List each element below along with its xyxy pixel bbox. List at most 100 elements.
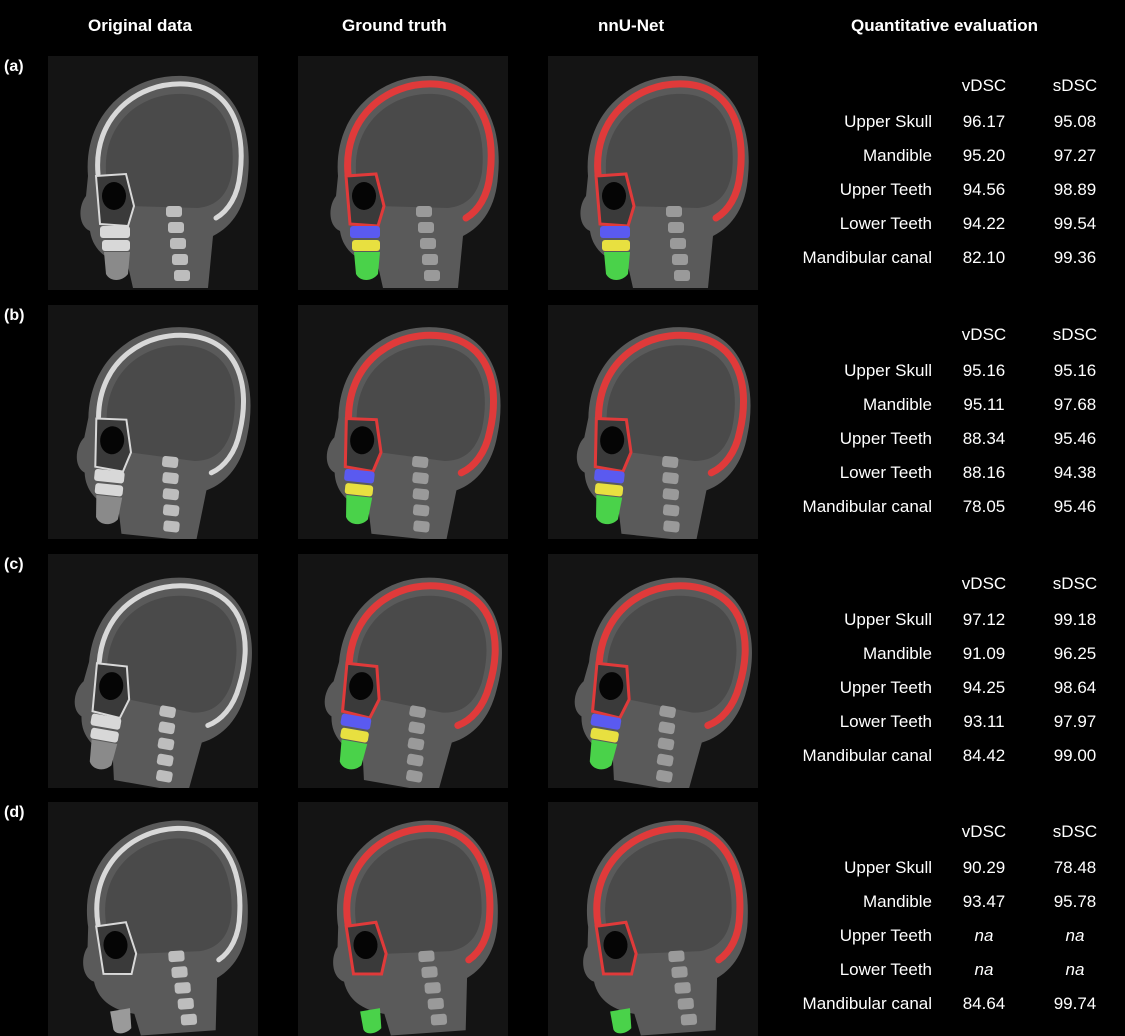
structure-name: Mandibular canal	[802, 497, 932, 516]
original-ct-image	[48, 56, 258, 290]
vdsc-value: 88.34	[962, 429, 1006, 448]
vdsc-value: 94.25	[962, 678, 1006, 697]
sdsc-value: 99.74	[1053, 994, 1097, 1013]
structure-name: Mandibular canal	[802, 746, 932, 765]
metric-row: Lower Teeth na na	[760, 960, 1122, 986]
sdsc-value: 99.36	[1053, 248, 1097, 267]
nnunet-ct-image	[548, 56, 758, 290]
header-quantitative-evaluation: Quantitative evaluation	[851, 16, 1039, 35]
metric-row: Upper Teeth 94.25 98.64	[760, 678, 1122, 704]
sdsc-value: 98.89	[1053, 180, 1097, 199]
metric-row: Upper Teeth 88.34 95.46	[760, 429, 1122, 455]
original-ct-image	[48, 305, 258, 539]
row-label: (d)	[4, 804, 25, 821]
structure-name: Lower Teeth	[839, 960, 932, 979]
metric-row: Upper Skull 96.17 95.08	[760, 112, 1122, 138]
sdsc-value: 95.08	[1053, 112, 1097, 131]
vdsc-value: na	[974, 960, 994, 979]
metric-row: Upper Skull 97.12 99.18	[760, 610, 1122, 636]
vdsc-value: 88.16	[962, 463, 1006, 482]
vdsc-header: vDSC	[961, 574, 1007, 593]
figure-row-a: (a) vDSC sDSC Upper Skull 96.17 95.08 Mandible…	[0, 56, 1125, 290]
sdsc-header: sDSC	[1052, 76, 1098, 95]
metric-row: Upper Skull 95.16 95.16	[760, 361, 1122, 387]
vdsc-header: vDSC	[961, 76, 1007, 95]
metrics-header: vDSC sDSC	[760, 574, 1122, 600]
vdsc-value: 84.64	[962, 994, 1006, 1013]
row-label: (c)	[4, 556, 24, 573]
sdsc-value: 95.46	[1053, 429, 1097, 448]
metric-row: Upper Teeth 94.56 98.89	[760, 180, 1122, 206]
structure-name: Upper Skull	[844, 112, 932, 131]
structure-name: Upper Skull	[844, 361, 932, 380]
sdsc-value: 99.54	[1053, 214, 1097, 233]
vdsc-value: na	[974, 926, 994, 945]
vdsc-value: 95.20	[962, 146, 1006, 165]
vdsc-value: 95.16	[962, 361, 1006, 380]
structure-name: Lower Teeth	[839, 463, 932, 482]
metric-row: Mandible 91.09 96.25	[760, 644, 1122, 670]
sdsc-value: 95.78	[1053, 892, 1097, 911]
sdsc-value: 97.27	[1053, 146, 1097, 165]
structure-name: Mandible	[863, 892, 932, 911]
row-label: (a)	[4, 58, 24, 75]
metric-row: Mandibular canal 78.05 95.46	[760, 497, 1122, 523]
structure-name: Mandible	[863, 644, 932, 663]
metric-row: Mandibular canal 84.42 99.00	[760, 746, 1122, 772]
quantitative-table: vDSC sDSC Upper Skull 97.12 99.18 Mandible 91.…	[760, 554, 1122, 788]
sdsc-value: 95.16	[1053, 361, 1097, 380]
vdsc-value: 93.47	[962, 892, 1006, 911]
header-nnunet: nnU-Net	[598, 16, 665, 35]
vdsc-value: 91.09	[962, 644, 1006, 663]
ground-truth-ct-image	[298, 56, 508, 290]
vdsc-value: 96.17	[962, 112, 1006, 131]
vdsc-value: 97.12	[962, 610, 1006, 629]
sdsc-header: sDSC	[1052, 574, 1098, 593]
metrics-header: vDSC sDSC	[760, 822, 1122, 848]
structure-name: Lower Teeth	[839, 712, 932, 731]
header-original-data: Original data	[88, 16, 192, 35]
vdsc-value: 90.29	[962, 858, 1006, 877]
quantitative-table: vDSC sDSC Upper Skull 96.17 95.08 Mandible 95.…	[760, 56, 1122, 290]
sdsc-value: na	[1065, 960, 1085, 979]
sdsc-value: 78.48	[1053, 858, 1097, 877]
sdsc-value: na	[1065, 926, 1085, 945]
ground-truth-ct-image	[298, 554, 508, 788]
sdsc-value: 97.68	[1053, 395, 1097, 414]
sdsc-value: 98.64	[1053, 678, 1097, 697]
ground-truth-ct-image	[298, 802, 508, 1036]
nnunet-ct-image	[548, 802, 758, 1036]
vdsc-value: 95.11	[963, 395, 1005, 414]
metrics-header: vDSC sDSC	[760, 76, 1122, 102]
metric-row: Mandible 93.47 95.78	[760, 892, 1122, 918]
metric-row: Mandible 95.20 97.27	[760, 146, 1122, 172]
structure-name: Upper Teeth	[839, 180, 932, 199]
original-ct-image	[48, 554, 258, 788]
structure-name: Mandible	[863, 146, 932, 165]
metric-row: Mandible 95.11 97.68	[760, 395, 1122, 421]
structure-name: Upper Skull	[844, 858, 932, 877]
vdsc-value: 94.56	[962, 180, 1006, 199]
metric-row: Lower Teeth 88.16 94.38	[760, 463, 1122, 489]
vdsc-header: vDSC	[961, 822, 1007, 841]
structure-name: Mandible	[863, 395, 932, 414]
structure-name: Mandibular canal	[802, 248, 932, 267]
vdsc-value: 94.22	[962, 214, 1006, 233]
metrics-header: vDSC sDSC	[760, 325, 1122, 351]
sdsc-value: 97.97	[1053, 712, 1097, 731]
structure-name: Mandibular canal	[802, 994, 932, 1013]
ground-truth-ct-image	[298, 305, 508, 539]
vdsc-header: vDSC	[961, 325, 1007, 344]
vdsc-value: 84.42	[962, 746, 1006, 765]
structure-name: Upper Teeth	[839, 678, 932, 697]
nnunet-ct-image	[548, 305, 758, 539]
nnunet-ct-image	[548, 554, 758, 788]
metric-row: Lower Teeth 93.11 97.97	[760, 712, 1122, 738]
sdsc-value: 95.46	[1053, 497, 1097, 516]
row-label: (b)	[4, 307, 25, 324]
metric-row: Lower Teeth 94.22 99.54	[760, 214, 1122, 240]
vdsc-value: 82.10	[962, 248, 1006, 267]
structure-name: Upper Skull	[844, 610, 932, 629]
header-ground-truth: Ground truth	[342, 16, 447, 35]
quantitative-table: vDSC sDSC Upper Skull 95.16 95.16 Mandible 95.…	[760, 305, 1122, 539]
